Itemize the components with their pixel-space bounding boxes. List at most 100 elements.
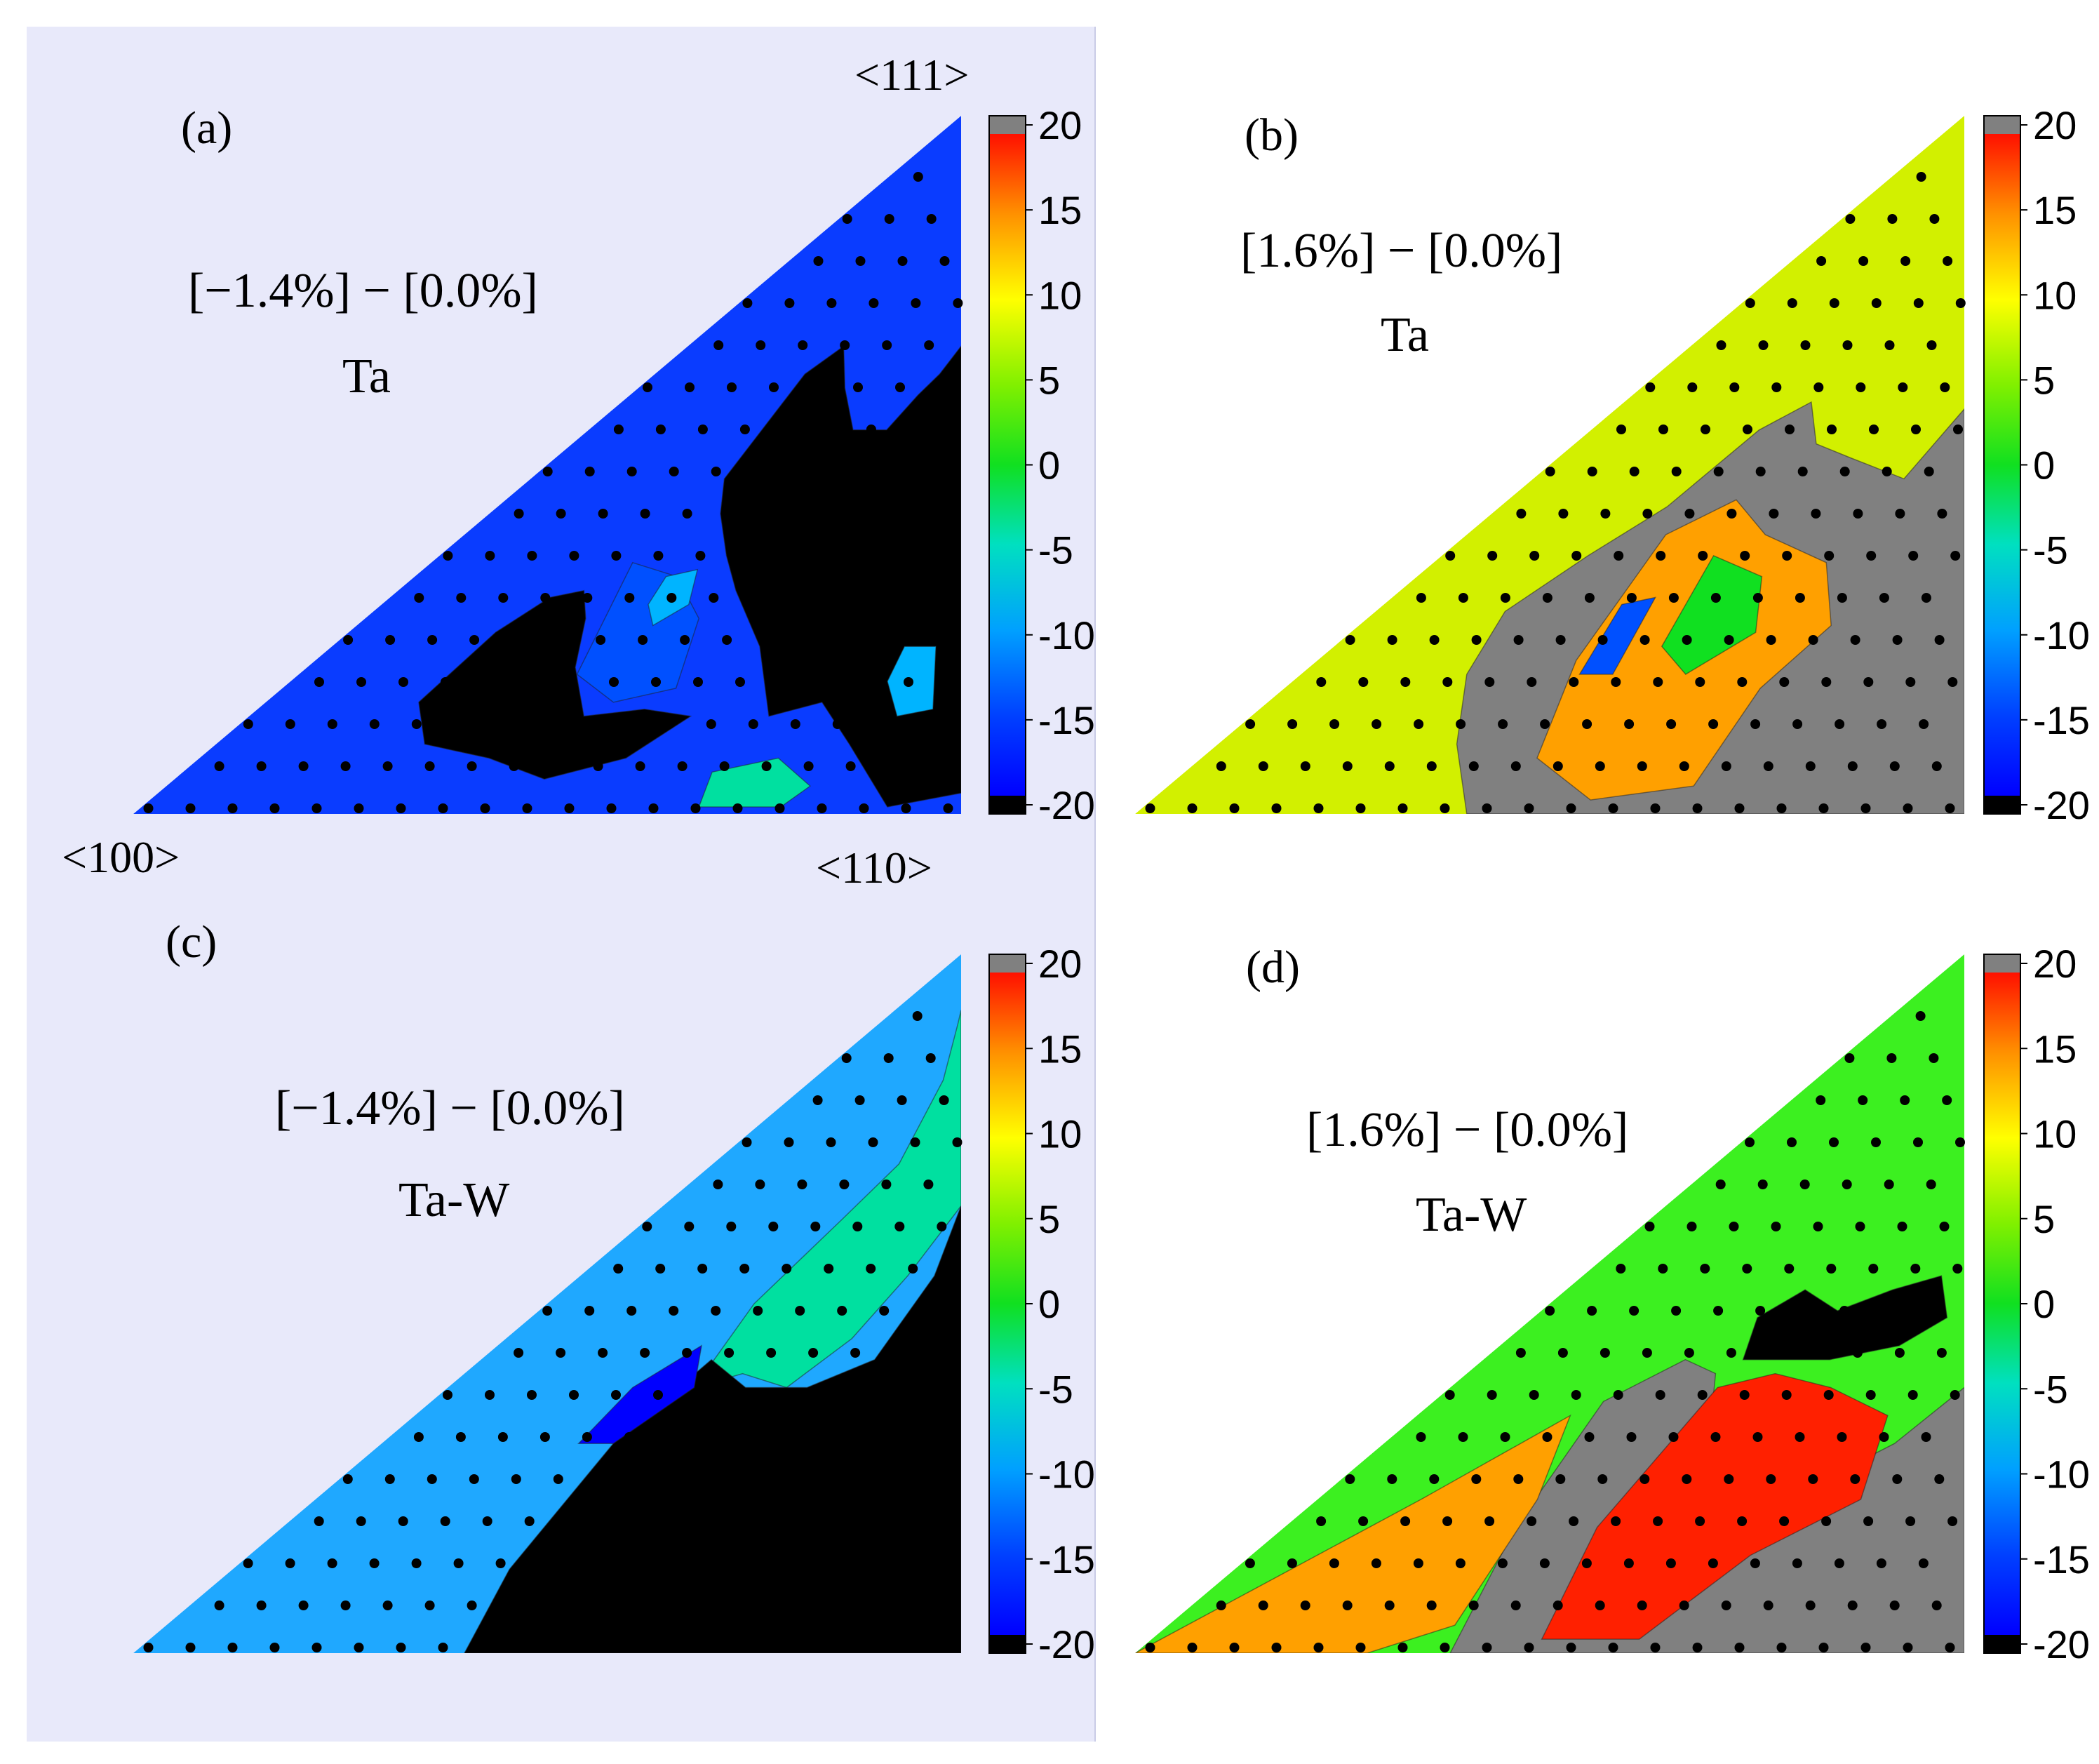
sample-point xyxy=(1611,1516,1621,1526)
sample-point xyxy=(1216,1601,1226,1610)
sample-point xyxy=(845,1601,856,1610)
sample-point xyxy=(1710,1432,1721,1442)
sample-point xyxy=(1792,719,1803,729)
sample-point xyxy=(1558,509,1569,519)
sample-point xyxy=(1844,1053,1855,1063)
sample-point xyxy=(1779,1516,1790,1526)
sample-point xyxy=(1527,677,1537,687)
sample-point xyxy=(1919,719,1929,729)
sample-point xyxy=(613,425,624,434)
sample-point xyxy=(1487,1390,1497,1400)
sample-point xyxy=(1358,1516,1369,1526)
sample-point xyxy=(1939,1222,1950,1231)
sample-point xyxy=(847,1474,858,1484)
sample-point xyxy=(719,761,730,771)
sample-point xyxy=(356,677,366,687)
colorbar-tick-label: -20 xyxy=(2033,783,2090,827)
sample-point xyxy=(1397,1643,1408,1652)
sample-point xyxy=(1952,1264,1963,1274)
sample-point xyxy=(638,635,648,645)
sample-point xyxy=(1821,1516,1832,1526)
sample-point xyxy=(695,1390,705,1400)
sample-point xyxy=(455,1432,466,1442)
sample-point xyxy=(1799,1180,1810,1189)
sample-point xyxy=(864,551,874,561)
sample-point xyxy=(1313,803,1324,813)
sample-point xyxy=(1345,1474,1355,1484)
sample-point xyxy=(1903,803,1913,813)
sample-point xyxy=(739,1264,750,1274)
sample-point xyxy=(1850,1474,1860,1484)
sample-point xyxy=(766,509,777,519)
sample-point xyxy=(1776,1643,1787,1652)
sample-point xyxy=(664,719,674,729)
sample-point xyxy=(798,340,808,350)
sample-point xyxy=(256,761,267,771)
sample-point xyxy=(1745,1137,1755,1147)
sample-point xyxy=(1701,425,1710,434)
sample-point xyxy=(693,677,703,687)
sample-point xyxy=(1216,761,1226,771)
sample-point xyxy=(556,1348,566,1358)
sample-point xyxy=(793,593,803,603)
colorbar-tick-label: -5 xyxy=(1038,528,1073,573)
sample-point xyxy=(1713,467,1724,476)
sample-point xyxy=(1513,635,1524,645)
sample-point xyxy=(937,1222,947,1231)
sample-point xyxy=(711,467,721,476)
sample-point xyxy=(1684,1348,1694,1358)
sample-point xyxy=(427,1474,437,1484)
sample-point xyxy=(582,1432,592,1442)
sample-point xyxy=(1650,803,1661,813)
sample-point xyxy=(835,593,845,603)
sample-point xyxy=(595,1474,605,1484)
sample-point xyxy=(1510,761,1521,771)
sample-point xyxy=(1827,425,1837,434)
sample-point xyxy=(679,1474,690,1484)
sample-point xyxy=(892,1348,903,1358)
sample-point xyxy=(921,1306,932,1316)
sample-point xyxy=(1887,214,1898,224)
sample-point xyxy=(1813,382,1824,392)
colorbar-below-min xyxy=(989,1635,1026,1653)
sample-point xyxy=(424,761,435,771)
black-pocket xyxy=(1742,1275,1948,1361)
sample-point xyxy=(498,593,509,603)
panel-label: (c) xyxy=(166,916,217,968)
sample-point xyxy=(653,551,664,561)
sample-point xyxy=(777,1516,787,1526)
sample-point xyxy=(861,677,871,687)
sample-point xyxy=(1845,214,1856,224)
sample-point xyxy=(427,635,438,645)
sample-point xyxy=(1471,1474,1482,1484)
sample-point xyxy=(1587,1306,1597,1316)
sample-point xyxy=(1805,761,1816,771)
sample-point xyxy=(1913,298,1924,308)
sample-point xyxy=(564,1643,575,1652)
sample-point xyxy=(1445,551,1456,561)
sample-point xyxy=(1342,1601,1353,1610)
sample-point xyxy=(1524,1643,1534,1652)
sample-point xyxy=(1527,1516,1537,1526)
sample-point xyxy=(285,719,295,729)
sample-point xyxy=(840,340,850,350)
sample-point xyxy=(1442,677,1453,687)
sample-point xyxy=(622,719,632,729)
sample-point xyxy=(943,1643,953,1652)
sample-point xyxy=(1553,761,1563,771)
sample-point xyxy=(540,593,551,603)
sample-point xyxy=(1145,1643,1155,1652)
sample-point xyxy=(514,509,524,519)
sample-point xyxy=(1416,1432,1426,1442)
sample-point xyxy=(761,1601,772,1610)
sample-point xyxy=(1721,761,1731,771)
sample-point xyxy=(569,551,579,561)
sample-point xyxy=(469,635,480,645)
sample-point xyxy=(1936,1348,1947,1358)
colorbar-tick-label: -15 xyxy=(2033,698,2090,742)
colorbar-tick-label: -15 xyxy=(1038,1537,1095,1582)
sample-point xyxy=(443,551,453,561)
sample-point xyxy=(1258,761,1268,771)
sample-point xyxy=(1440,803,1450,813)
sample-point xyxy=(1808,1474,1818,1484)
